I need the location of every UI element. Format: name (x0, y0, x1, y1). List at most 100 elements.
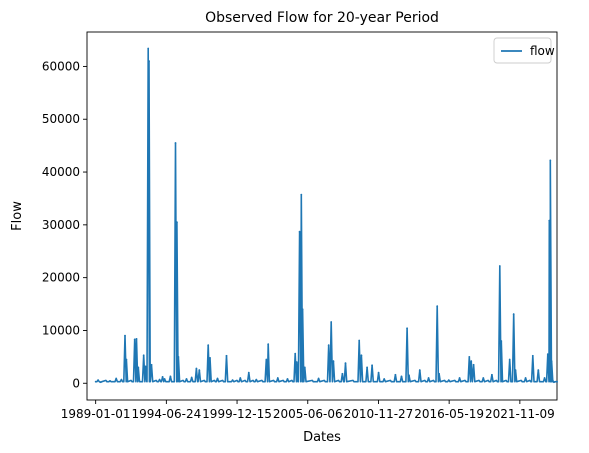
data-point (247, 371, 250, 374)
data-point (169, 375, 172, 378)
axes-frame (86, 31, 558, 401)
data-point (394, 373, 397, 376)
data-point (190, 376, 193, 379)
data-point (438, 372, 440, 375)
data-point (265, 358, 268, 361)
data-point (295, 361, 298, 363)
data-point (298, 230, 301, 233)
data-point (195, 367, 198, 370)
data-point (124, 334, 126, 337)
data-point (225, 354, 228, 357)
data-point (125, 358, 128, 361)
data-point (436, 305, 439, 308)
data-point (150, 363, 153, 366)
data-point (406, 327, 408, 330)
data-point (115, 377, 118, 380)
data-point (366, 366, 368, 369)
data-point (543, 377, 546, 379)
data-point (137, 366, 140, 369)
x-axis-ticks: 1989-01-01 1994-06-24 1999-12-15 2005-06-06… (61, 400, 555, 421)
data-point (327, 344, 330, 347)
legend-frame (493, 37, 552, 64)
data-point (99, 381, 102, 384)
data-point (286, 378, 289, 380)
data-point (300, 193, 303, 196)
x-tick-label: 2016-05-19 (414, 407, 484, 421)
data-point (97, 379, 99, 381)
y-tick-label: 0 (72, 376, 80, 390)
x-tick-label: 2005-06-06 (273, 407, 343, 421)
data-point (371, 364, 373, 367)
series-layer (94, 47, 558, 384)
data-point (239, 377, 242, 379)
data-point (418, 369, 421, 371)
y-tick-label: 20000 (42, 271, 80, 285)
data-point (512, 313, 515, 315)
series-line-flow (95, 47, 558, 383)
data-point (550, 360, 553, 362)
data-point (255, 378, 258, 381)
x-tick-label: 2010-11-27 (344, 407, 414, 421)
data-point (551, 379, 554, 381)
data-point (358, 339, 361, 342)
data-point (482, 377, 485, 379)
data-point (147, 47, 150, 50)
y-tick-label: 30000 (42, 218, 80, 232)
data-point (94, 380, 97, 383)
data-point (148, 60, 150, 62)
data-point (377, 371, 380, 374)
data-point (161, 376, 164, 378)
data-point (548, 219, 551, 222)
x-tick-label: 1994-06-24 (131, 407, 201, 421)
data-point (185, 378, 188, 380)
data-point (537, 369, 540, 371)
x-tick-label: 1989-01-01 (61, 407, 131, 421)
data-point (383, 378, 386, 380)
data-point (458, 377, 461, 379)
x-tick-label: 2021-11-09 (485, 407, 555, 421)
x-axis-label: Dates (303, 430, 341, 445)
data-point (301, 308, 304, 311)
y-tick-label: 40000 (42, 165, 80, 179)
data-point (514, 369, 517, 371)
data-point (508, 358, 511, 361)
data-point (294, 352, 297, 355)
data-point (133, 338, 136, 341)
data-point (120, 378, 123, 381)
data-point (360, 354, 363, 357)
data-point (500, 340, 503, 342)
data-point (177, 356, 180, 358)
y-axis-label: Flow (10, 201, 25, 231)
data-point (267, 343, 270, 346)
data-point (408, 374, 410, 377)
data-point (546, 353, 549, 356)
data-point (231, 379, 234, 381)
data-point (144, 365, 147, 368)
data-point (198, 369, 201, 371)
data-point (176, 221, 178, 224)
data-point (498, 265, 501, 267)
x-tick-label: 1999-12-15 (202, 407, 272, 421)
legend-label-flow: flow (530, 44, 555, 58)
data-point (468, 356, 471, 358)
chart-title: Observed Flow for 20-year Period (205, 10, 439, 26)
y-axis-ticks: 0 10000 20000 30000 40000 50000 60000 (42, 59, 87, 390)
data-point (142, 354, 145, 357)
data-point (332, 360, 335, 362)
data-point (491, 373, 493, 376)
y-tick-label: 50000 (42, 112, 80, 126)
data-point (317, 377, 320, 380)
data-point (344, 362, 347, 365)
y-tick-label: 10000 (42, 323, 80, 337)
data-point (109, 380, 111, 382)
legend: flow (493, 37, 555, 64)
y-tick-label: 60000 (42, 59, 80, 73)
data-point (158, 378, 161, 381)
data-point (400, 375, 403, 378)
data-point (472, 363, 475, 366)
data-point (447, 379, 450, 381)
data-point (549, 159, 552, 162)
data-point (531, 354, 534, 357)
data-point (553, 381, 555, 384)
